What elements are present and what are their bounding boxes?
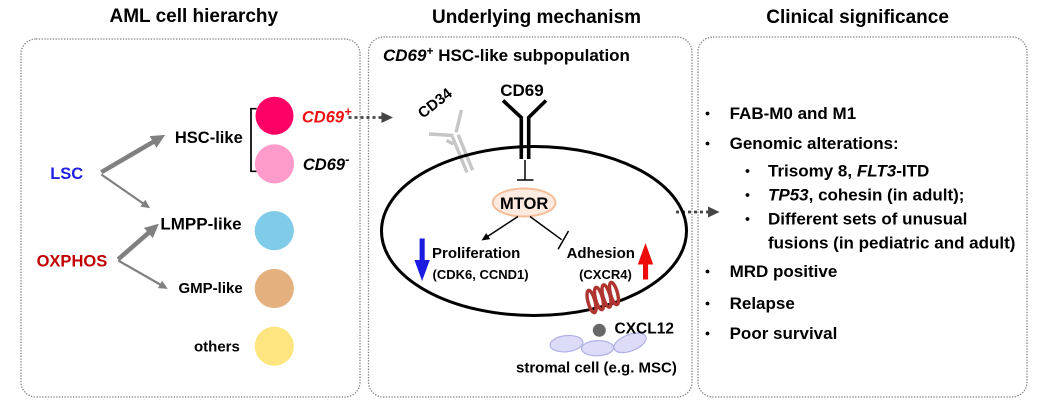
svg-text:others: others — [194, 338, 240, 355]
svg-text:(CXCR4): (CXCR4) — [579, 267, 632, 282]
svg-text:stromal cell (e.g. MSC): stromal cell (e.g. MSC) — [516, 360, 677, 377]
svg-text:Genomic alterations:: Genomic alterations: — [730, 134, 899, 153]
svg-text:Adhesion: Adhesion — [567, 245, 635, 262]
svg-text:OXPHOS: OXPHOS — [37, 253, 108, 271]
svg-text:GMP-like: GMP-like — [179, 280, 243, 297]
svg-text:(CDK6, CCND1): (CDK6, CCND1) — [433, 267, 529, 282]
svg-text:AML cell hierarchy: AML cell hierarchy — [109, 6, 278, 27]
svg-text:CD69: CD69 — [500, 81, 543, 100]
svg-text:MTOR: MTOR — [500, 195, 548, 213]
svg-text:CXCL12: CXCL12 — [615, 321, 674, 338]
svg-text:TP53, cohesin (in adult);: TP53, cohesin (in adult); — [768, 186, 964, 205]
svg-text:Poor survival: Poor survival — [730, 324, 838, 343]
svg-text:CD69+: CD69+ — [302, 104, 352, 127]
svg-text:CD69-: CD69- — [303, 152, 350, 175]
svg-text:Trisomy 8, FLT3-ITD: Trisomy 8, FLT3-ITD — [768, 162, 929, 181]
svg-text:LSC: LSC — [50, 165, 83, 183]
svg-text:Different sets of unusual: Different sets of unusual — [768, 210, 967, 229]
svg-text:Proliferation: Proliferation — [432, 245, 520, 262]
svg-text:Underlying mechanism: Underlying mechanism — [432, 7, 641, 28]
svg-text:HSC-like: HSC-like — [175, 129, 243, 147]
svg-text:CD69+ HSC-like subpopulation: CD69+ HSC-like subpopulation — [383, 44, 630, 65]
svg-text:FAB-M0 and M1: FAB-M0 and M1 — [730, 104, 857, 123]
svg-text:LMPP-like: LMPP-like — [160, 215, 241, 234]
svg-text:CD34: CD34 — [415, 85, 456, 122]
svg-text:MRD positive: MRD positive — [730, 262, 838, 281]
svg-text:fusions (in pediatric and adul: fusions (in pediatric and adult) — [768, 234, 1015, 253]
svg-text:Clinical significance: Clinical significance — [766, 7, 949, 28]
svg-text:Relapse: Relapse — [730, 294, 795, 313]
